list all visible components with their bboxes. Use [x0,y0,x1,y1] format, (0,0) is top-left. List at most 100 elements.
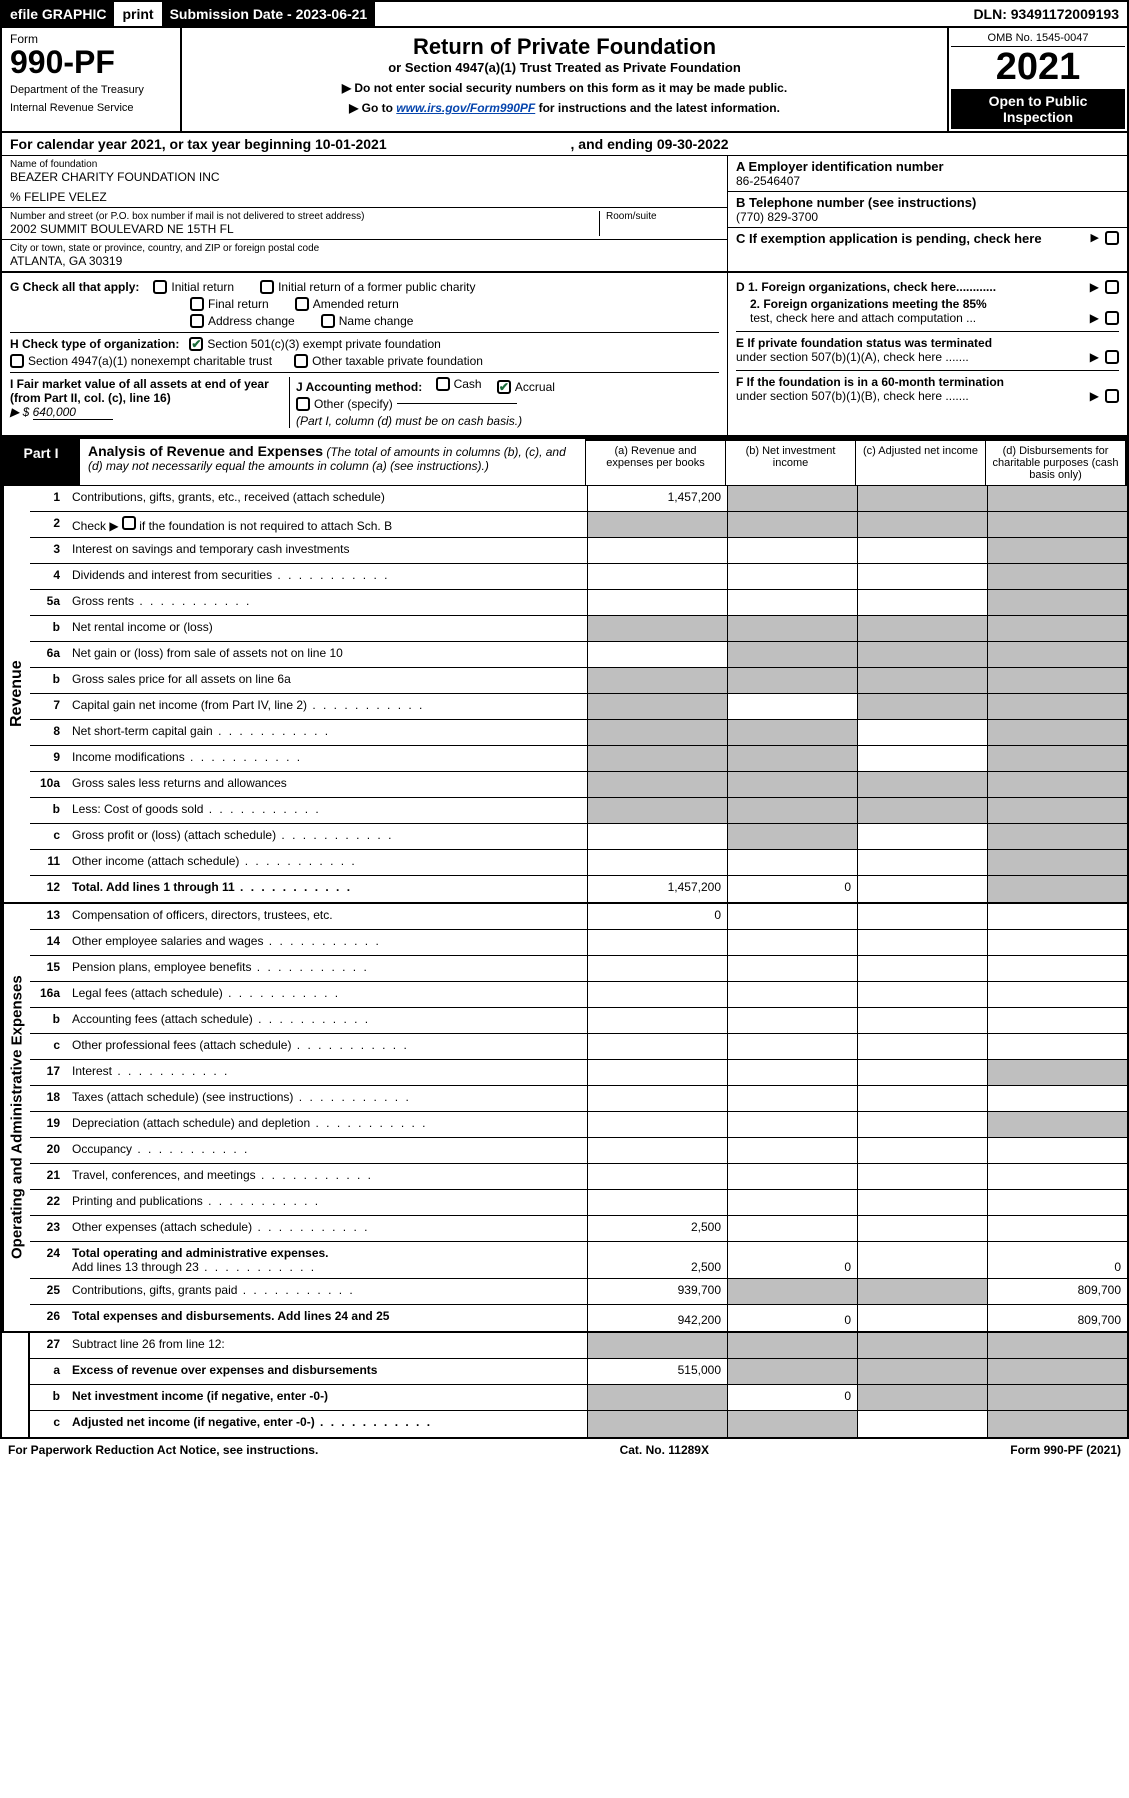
j-accrual-lbl: Accrual [515,380,555,394]
l27a-desc: Excess of revenue over expenses and disb… [66,1359,587,1384]
l11-b [727,850,857,875]
l2-c [857,512,987,537]
initial-former-lbl: Initial return of a former public charit… [278,280,475,294]
ln-6a: 6a [30,642,66,667]
initial-return-cb[interactable] [153,280,167,294]
l2-d [987,512,1127,537]
l27h-b [727,1333,857,1358]
d1-cb[interactable] [1105,280,1119,294]
revenue-rows: 1Contributions, gifts, grants, etc., rec… [30,486,1127,902]
l23-b [727,1216,857,1241]
s501c3-lbl: Section 501(c)(3) exempt private foundat… [207,337,440,351]
l2-desc: Check ▶ if the foundation is not require… [66,512,587,537]
schb-cb[interactable] [122,516,136,530]
l11-d [987,850,1127,875]
id-right: A Employer identification number 86-2546… [727,156,1127,271]
e-cb[interactable] [1105,350,1119,364]
addr-change-cb[interactable] [190,314,204,328]
other-tax-cb[interactable] [294,354,308,368]
l16c-b [727,1034,857,1059]
l3-d [987,538,1127,563]
f-cb[interactable] [1105,389,1119,403]
l27c-desc: Adjusted net income (if negative, enter … [66,1411,587,1437]
calyear-mid: , and ending [571,136,657,152]
initial-former-cb[interactable] [260,280,274,294]
l15-a [587,956,727,981]
exemption-check-group: ▶ [1091,231,1119,245]
l27h-a [587,1333,727,1358]
l22-b [727,1190,857,1215]
s4947-cb[interactable] [10,354,24,368]
l6a-b [727,642,857,667]
exemption-label: C If exemption application is pending, c… [736,231,1042,246]
phone-cell: B Telephone number (see instructions) (7… [728,192,1127,228]
arrow-icon: ▶ [1090,389,1099,403]
l14-a [587,930,727,955]
l13-desc: Compensation of officers, directors, tru… [66,904,587,929]
l7-d [987,694,1127,719]
l27a-c [857,1359,987,1384]
line27-block: 27Subtract line 26 from line 12: aExcess… [0,1333,1129,1439]
d2-cb[interactable] [1105,311,1119,325]
l10c-a [587,824,727,849]
l9-b [727,746,857,771]
col-b-hdr: (b) Net investment income [725,439,855,485]
l2-a [587,512,727,537]
l3-c [857,538,987,563]
l13-c [857,904,987,929]
l7-a [587,694,727,719]
l9-d [987,746,1127,771]
amended-return-cb[interactable] [295,297,309,311]
ln-3: 3 [30,538,66,563]
j-accrual-cb[interactable] [497,380,511,394]
l9-a [587,746,727,771]
exemption-checkbox[interactable] [1105,231,1119,245]
l27a-d [987,1359,1127,1384]
l25-d: 809,700 [987,1279,1127,1304]
ln-20: 20 [30,1138,66,1163]
city-label: City or town, state or province, country… [10,243,719,254]
part1-label: Part I [2,439,80,485]
omb-number: OMB No. 1545-0047 [951,30,1125,47]
l5b-d [987,616,1127,641]
l10a-d [987,772,1127,797]
l1-desc: Contributions, gifts, grants, etc., rece… [66,486,587,511]
h-row2: Section 4947(a)(1) nonexempt charitable … [10,354,719,368]
l16b-desc: Accounting fees (attach schedule) [66,1008,587,1033]
l13-a: 0 [587,904,727,929]
care-of: % FELIPE VELEZ [10,190,719,204]
form990pf-link[interactable]: www.irs.gov/Form990PF [396,101,535,115]
l16c-c [857,1034,987,1059]
pra-notice: For Paperwork Reduction Act Notice, see … [8,1443,318,1457]
ln-27b: b [30,1385,66,1410]
f1-label: F If the foundation is in a 60-month ter… [736,375,1119,389]
g-label: G Check all that apply: [10,280,139,294]
l17-desc: Interest [66,1060,587,1085]
l4-c [857,564,987,589]
phone-value: (770) 829-3700 [736,210,1119,224]
ln-25: 25 [30,1279,66,1304]
l21-c [857,1164,987,1189]
revenue-vtab: Revenue [2,486,30,902]
l27a-b [727,1359,857,1384]
l10a-desc: Gross sales less returns and allowances [66,772,587,797]
l6b-b [727,668,857,693]
ssn-warning: ▶ Do not enter social security numbers o… [190,81,939,95]
calyear-end: 09-30-2022 [657,136,729,152]
l26-b: 0 [727,1305,857,1331]
l22-c [857,1190,987,1215]
l23-c [857,1216,987,1241]
print-label[interactable]: print [114,2,161,26]
final-return-cb[interactable] [190,297,204,311]
ln-27: 27 [30,1333,66,1358]
l27c-d [987,1411,1127,1437]
name-label: Name of foundation [10,159,719,170]
s501c3-cb[interactable] [189,337,203,351]
l3-a [587,538,727,563]
j-cash-cb[interactable] [436,377,450,391]
l27-desc: Subtract line 26 from line 12: [66,1333,587,1358]
j-other-cb[interactable] [296,397,310,411]
name-change-cb[interactable] [321,314,335,328]
l18-desc: Taxes (attach schedule) (see instruction… [66,1086,587,1111]
ln-12: 12 [30,876,66,902]
